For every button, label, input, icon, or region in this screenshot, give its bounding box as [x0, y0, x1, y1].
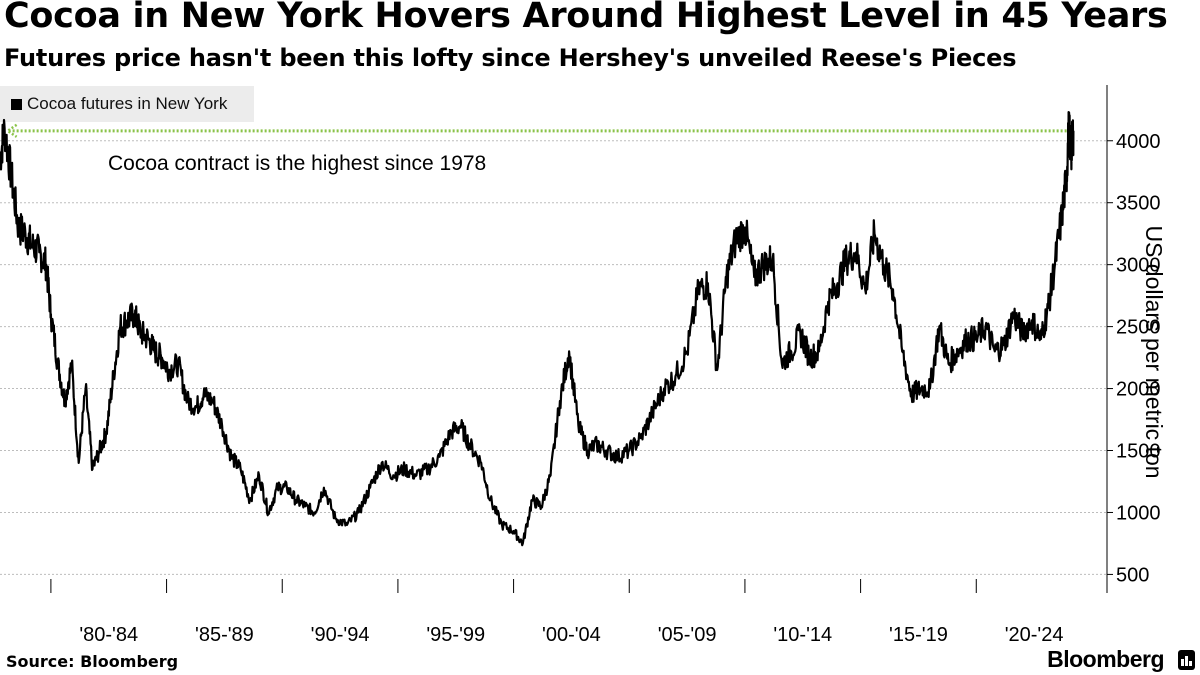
gridlines — [0, 140, 1107, 575]
x-axis: '80-'84 '85-'89 '90-'94 '95-'99 '00-'04 '05-'… — [50, 579, 1064, 646]
annotation-arrowhead — [5, 123, 18, 138]
bloomberg-terminal-icon — [1178, 650, 1195, 670]
series-line — [0, 111, 1075, 547]
chart-title: Cocoa in New York Hovers Around Highest … — [4, 0, 1168, 36]
source-note: Source: Bloomberg — [6, 652, 179, 671]
x-tick-label: '15-'19 — [889, 624, 948, 646]
x-tick-label: '20-'24 — [1005, 624, 1064, 646]
x-tick-label: '10-'14 — [773, 624, 832, 646]
annotation-arrow — [5, 123, 1074, 138]
series-layer — [0, 111, 1075, 547]
y-tick-label: 4000 — [1116, 131, 1161, 153]
y-tick-label: 500 — [1116, 564, 1149, 586]
legend-label: Cocoa futures in New York — [27, 94, 228, 113]
chart-subtitle: Futures price hasn't been this lofty sin… — [4, 44, 1017, 72]
x-tick-label: '85-'89 — [195, 624, 254, 646]
x-tick-label: '95-'99 — [426, 624, 485, 646]
brand-logo: Bloomberg — [1047, 646, 1164, 672]
x-tick-label: '80-'84 — [79, 624, 138, 646]
y-axis-label: US dollars per metric ton — [1141, 225, 1167, 479]
legend: Cocoa futures in New York — [0, 86, 254, 122]
x-tick-label: '90-'94 — [311, 624, 370, 646]
annotation-text: Cocoa contract is the highest since 1978 — [108, 152, 487, 175]
legend-swatch — [11, 99, 22, 110]
x-tick-label: '00-'04 — [542, 624, 601, 646]
x-tick-label: '05-'09 — [658, 624, 717, 646]
